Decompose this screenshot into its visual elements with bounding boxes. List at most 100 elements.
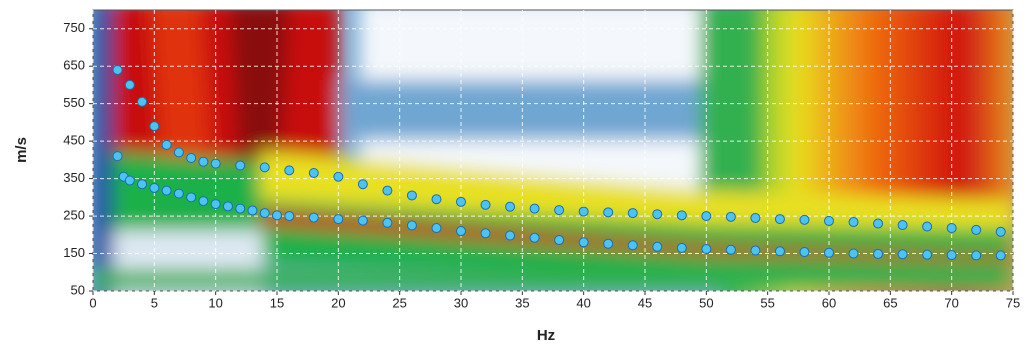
data-point <box>627 208 638 219</box>
data-point <box>554 235 565 246</box>
data-point <box>333 171 344 182</box>
y-tick-label: 150 <box>63 245 85 260</box>
data-point <box>995 226 1006 237</box>
y-tick-label: 550 <box>63 95 85 110</box>
data-point <box>272 210 282 221</box>
data-point <box>173 188 184 199</box>
x-tick-label: 70 <box>944 295 958 310</box>
data-point <box>149 121 160 132</box>
x-tick-label: 15 <box>270 295 284 310</box>
y-axis-title: m/s <box>13 137 30 163</box>
data-point <box>529 203 540 214</box>
x-tick-label: 10 <box>208 295 222 310</box>
data-point <box>824 247 834 258</box>
x-tick-label: 30 <box>454 295 468 310</box>
data-point <box>750 245 761 256</box>
data-point <box>456 226 466 237</box>
data-point <box>137 179 148 190</box>
data-point <box>505 230 516 241</box>
data-point <box>406 220 417 231</box>
data-point <box>284 165 295 176</box>
data-point <box>946 223 957 234</box>
data-point <box>382 185 393 196</box>
data-point <box>333 214 344 225</box>
data-point <box>652 241 663 252</box>
data-point <box>799 214 810 225</box>
data-point <box>235 203 246 214</box>
y-tick-label: 250 <box>63 208 85 223</box>
data-point <box>505 201 516 212</box>
data-point <box>922 249 933 260</box>
data-point <box>173 147 184 158</box>
data-point <box>578 206 589 217</box>
x-tick-label: 65 <box>883 295 897 310</box>
data-point <box>529 232 540 243</box>
data-point <box>161 139 172 150</box>
data-point <box>995 250 1006 261</box>
data-point <box>652 209 663 220</box>
x-tick-label: 0 <box>89 295 96 310</box>
data-point <box>235 160 246 171</box>
data-point <box>259 162 270 173</box>
x-tick-label: 25 <box>392 295 406 310</box>
data-point <box>774 214 785 225</box>
data-point <box>198 196 209 207</box>
data-point <box>824 215 834 226</box>
data-point <box>603 207 614 218</box>
data-point <box>554 205 565 216</box>
data-point <box>431 194 442 205</box>
data-point <box>922 221 933 232</box>
data-point <box>897 220 908 231</box>
data-point <box>186 192 197 203</box>
data-point <box>284 211 295 222</box>
data-point <box>480 228 491 239</box>
data-point <box>259 208 270 219</box>
y-tick-label: 50 <box>71 282 85 297</box>
data-point <box>873 218 884 229</box>
data-point <box>971 250 982 261</box>
y-tick-label: 750 <box>63 20 85 35</box>
data-point <box>186 152 197 163</box>
data-point <box>627 240 638 251</box>
dispersion-image <box>93 10 1013 291</box>
data-point <box>210 158 221 169</box>
data-point <box>308 212 319 223</box>
data-point <box>124 79 135 90</box>
data-point <box>112 64 123 75</box>
data-point <box>406 190 417 201</box>
data-point <box>456 196 466 207</box>
data-point <box>725 244 736 255</box>
x-axis-title: Hz <box>537 327 555 344</box>
data-point <box>578 237 589 248</box>
data-point <box>897 249 908 260</box>
data-point <box>480 199 491 210</box>
data-point <box>701 244 712 255</box>
data-point <box>676 242 687 253</box>
y-tick-label: 650 <box>63 58 85 73</box>
y-tick-label: 450 <box>63 133 85 148</box>
data-point <box>946 250 957 261</box>
data-point <box>308 167 319 178</box>
data-point <box>247 205 258 216</box>
data-point <box>431 223 442 234</box>
data-point <box>210 199 221 210</box>
x-tick-label: 75 <box>1006 295 1020 310</box>
data-point <box>848 217 859 228</box>
data-point <box>750 212 761 223</box>
x-tick-label: 40 <box>576 295 590 310</box>
x-tick-label: 55 <box>760 295 774 310</box>
data-point <box>676 210 687 221</box>
y-tick-label: 350 <box>63 170 85 185</box>
data-point <box>357 215 368 226</box>
data-point <box>799 247 810 258</box>
data-point <box>149 182 160 193</box>
data-point <box>198 156 209 167</box>
x-tick-label: 20 <box>331 295 345 310</box>
data-point <box>222 201 233 212</box>
data-point <box>112 151 123 162</box>
data-point <box>603 238 614 249</box>
x-tick-label: 45 <box>638 295 652 310</box>
data-point <box>725 211 736 222</box>
x-tick-label: 35 <box>515 295 529 310</box>
